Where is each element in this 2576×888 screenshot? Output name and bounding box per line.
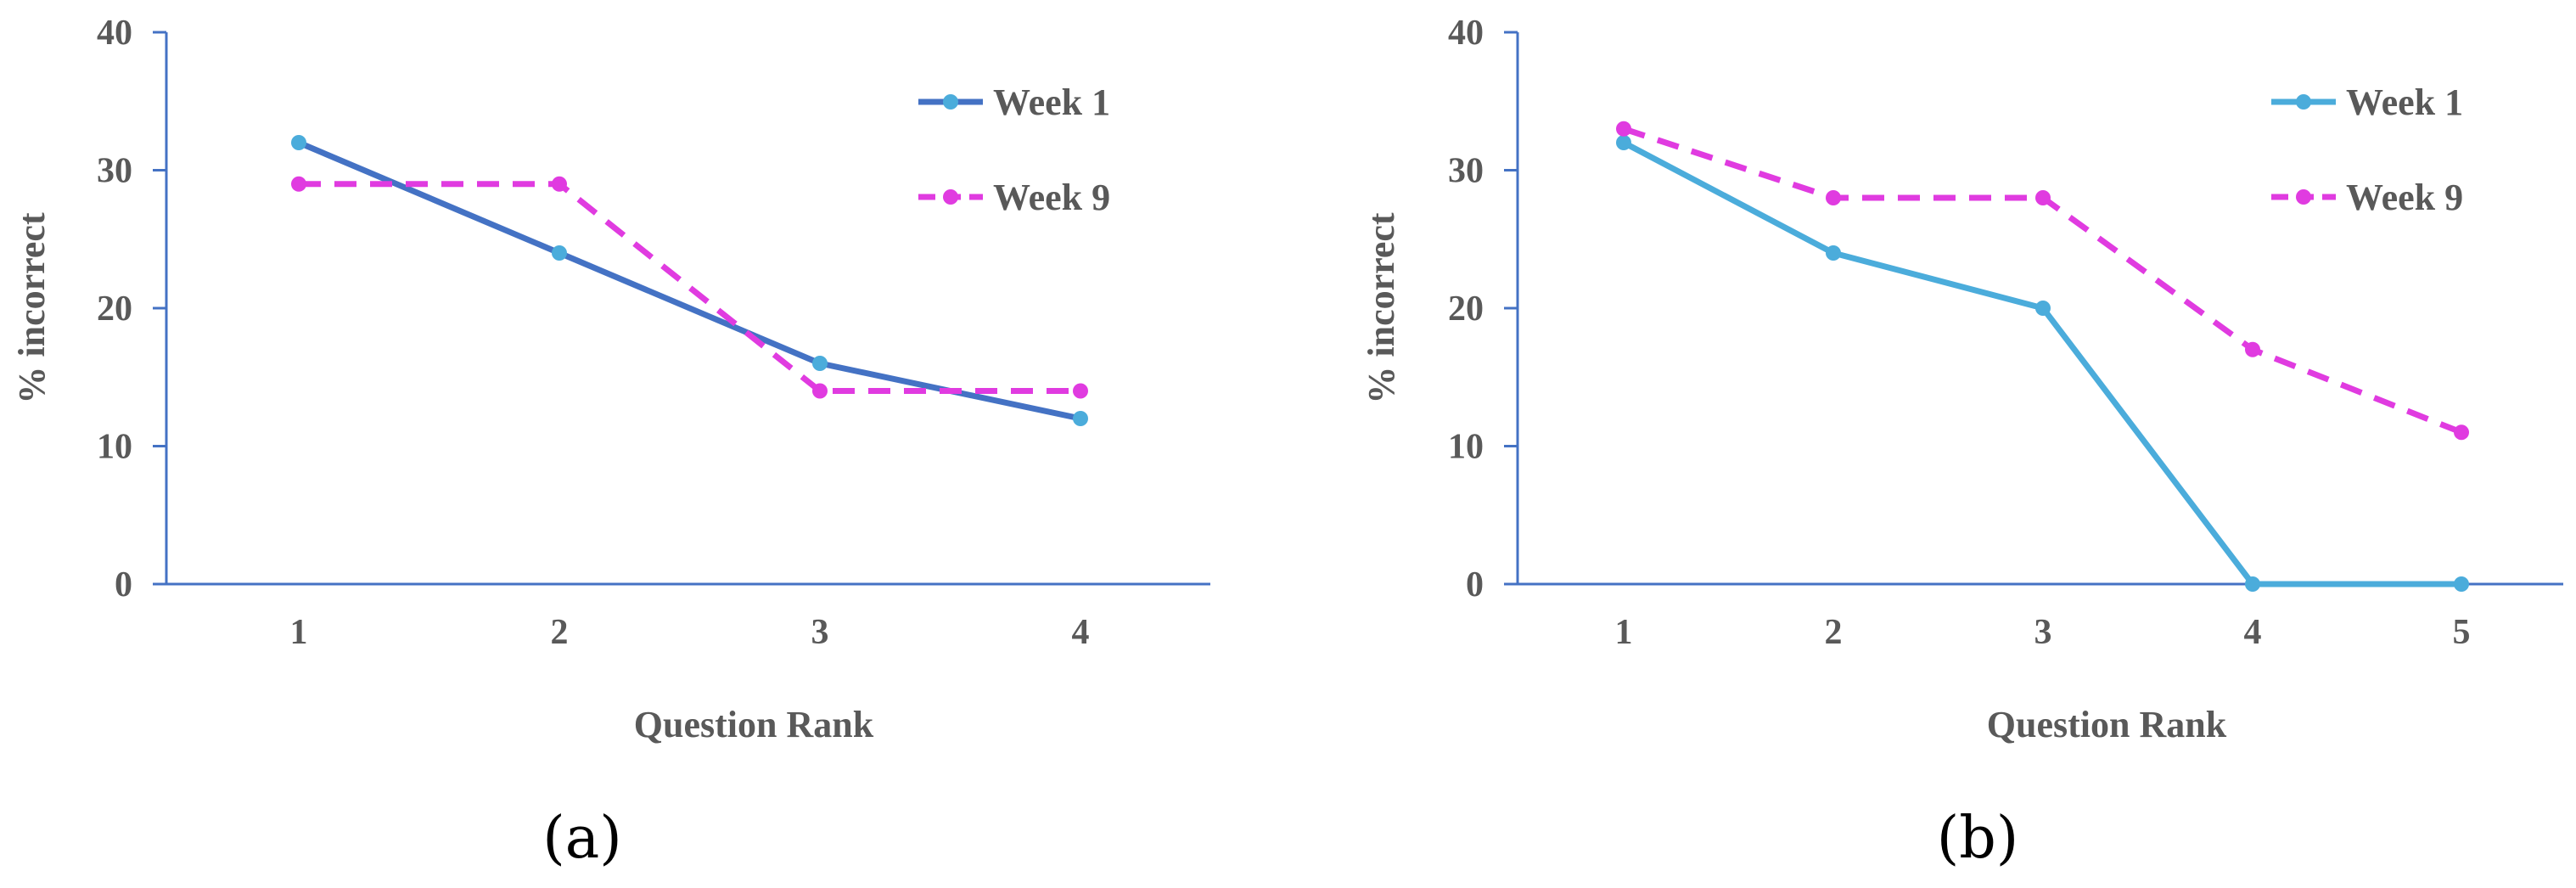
legend-label: Week 9 [993, 177, 1110, 218]
y-tick-label: 40 [1448, 14, 1484, 53]
data-point-week-9 [1616, 121, 1631, 137]
x-tick-label: 2 [1825, 613, 1843, 652]
x-tick-label: 1 [290, 613, 308, 652]
legend-label: Week 1 [2346, 81, 2463, 123]
y-tick-label: 20 [1448, 289, 1484, 329]
data-point-week-9 [291, 176, 306, 192]
legend-marker [2296, 94, 2311, 110]
data-point-week-1 [552, 245, 567, 261]
legend-label: Week 1 [993, 81, 1110, 123]
data-point-week-9 [1073, 383, 1088, 399]
x-tick-label: 1 [1615, 613, 1633, 652]
data-point-week-9 [2035, 190, 2051, 205]
y-axis-label: % incorrect [11, 212, 53, 404]
data-point-week-1 [2035, 301, 2051, 316]
data-point-week-1 [2245, 576, 2260, 592]
x-tick-label: 3 [2034, 613, 2052, 652]
x-tick-label: 4 [1072, 613, 1090, 652]
data-point-week-1 [1826, 245, 1841, 261]
legend-marker [2296, 189, 2311, 205]
y-tick-label: 40 [97, 14, 132, 53]
data-point-week-9 [1826, 190, 1841, 205]
y-tick-label: 0 [115, 565, 132, 604]
series-line-week-9 [1622, 126, 2463, 436]
data-point-week-1 [291, 135, 306, 150]
x-tick-label: 2 [551, 613, 569, 652]
panel-caption: (b) [1937, 805, 2019, 872]
legend-label: Week 9 [2346, 177, 2463, 218]
x-axis-label: Question Rank [634, 704, 874, 745]
legend-marker [943, 189, 958, 205]
y-tick-label: 30 [97, 152, 132, 191]
y-tick-label: 20 [97, 289, 132, 329]
data-point-week-1 [1616, 135, 1631, 150]
data-point-week-1 [812, 356, 828, 371]
data-point-week-1 [1073, 411, 1088, 426]
y-axis-label: % incorrect [1361, 212, 1402, 404]
panel-caption: (a) [542, 805, 622, 872]
data-point-week-9 [2245, 341, 2260, 357]
x-tick-label: 3 [811, 613, 829, 652]
y-tick-label: 30 [1448, 152, 1484, 191]
data-point-week-9 [812, 383, 828, 399]
data-point-week-9 [552, 176, 567, 192]
legend-marker [943, 94, 958, 110]
y-tick-label: 10 [1448, 428, 1484, 467]
chart-panel-a: 0 10 20 30 40 1 2 3 4 Question Rank % incorrect Wee… [11, 14, 1210, 872]
y-tick-label: 10 [97, 428, 132, 467]
series-line-week-1 [1620, 139, 2465, 587]
x-axis-label: Question Rank [1987, 704, 2227, 745]
chart-panel-b: 0 10 20 30 40 1 2 3 4 5 Question Rank % incorrect We… [1361, 14, 2563, 872]
x-tick-label: 4 [2244, 613, 2262, 652]
data-point-week-9 [2454, 424, 2469, 441]
y-tick-label: 0 [1466, 565, 1484, 604]
series-line-week-9 [299, 181, 1080, 394]
x-tick-label: 5 [2453, 613, 2471, 652]
data-point-week-1 [2454, 576, 2469, 592]
